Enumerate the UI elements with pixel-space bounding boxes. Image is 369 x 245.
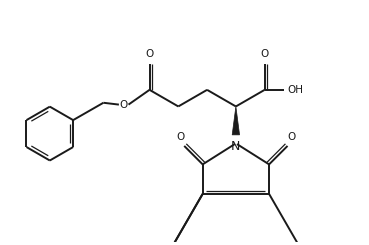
Text: O: O: [287, 132, 295, 142]
Polygon shape: [232, 106, 239, 135]
Text: O: O: [261, 49, 269, 59]
Text: O: O: [145, 49, 154, 59]
Text: OH: OH: [287, 85, 304, 95]
Text: O: O: [120, 100, 128, 110]
Text: N: N: [231, 140, 241, 153]
Text: O: O: [176, 132, 184, 142]
